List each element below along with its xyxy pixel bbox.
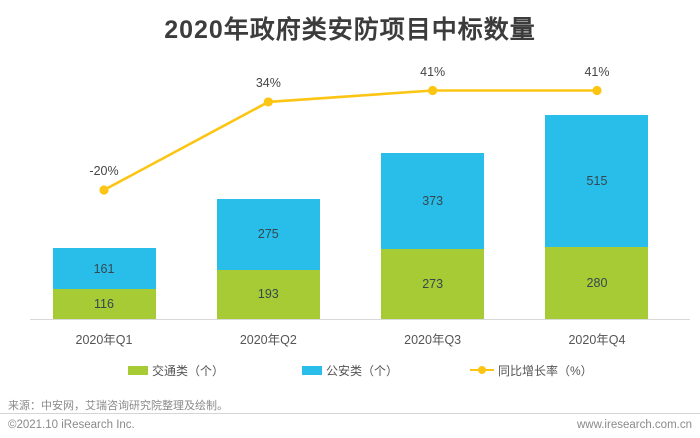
- footer-source-note: 来源：中安网，艾瑞咨询研究院整理及绘制。: [8, 400, 228, 412]
- legend: 交通类（个） 公安类（个） 同比增长率（%）: [0, 362, 700, 378]
- legend-label-growth: 同比增长率（%）: [498, 363, 593, 378]
- bar-segment-police: 515: [545, 115, 649, 248]
- bar-segment-traffic: 273: [381, 249, 485, 319]
- legend-item-growth: 同比增长率（%）: [470, 362, 593, 378]
- police-swatch-icon: [302, 365, 322, 375]
- legend-item-traffic: 交通类（个）: [128, 362, 224, 378]
- bar-segment-police: 161: [52, 248, 156, 290]
- x-axis-label: 2020年Q1: [75, 333, 133, 347]
- growth-point-label: 34%: [255, 75, 281, 90]
- growth-point-marker: [592, 85, 602, 96]
- x-axis-label: 2020年Q3: [404, 333, 462, 347]
- traffic-swatch-icon: [128, 365, 148, 375]
- growth-point-label: 41%: [420, 64, 446, 79]
- bar-segment-traffic: 280: [545, 247, 649, 319]
- bar-segment-traffic: 116: [52, 289, 156, 319]
- bar-segment-police: 275: [216, 199, 320, 270]
- footer-copyright: ©2021.10 iResearch Inc.: [8, 419, 135, 431]
- legend-label-police: 公安类（个）: [326, 363, 399, 378]
- growth-point-label: 41%: [584, 64, 610, 79]
- x-axis-line: [30, 319, 690, 320]
- chart-title: 2020年政府类安防项目中标数量: [164, 16, 536, 44]
- bar-segment-police: 373: [381, 153, 485, 250]
- footer-divider: [0, 413, 700, 414]
- x-axis-label: 2020年Q4: [568, 333, 626, 347]
- bar-segment-traffic: 193: [216, 269, 320, 319]
- growth-point-marker: [263, 97, 273, 107]
- legend-item-police: 公安类（个）: [302, 362, 398, 378]
- growth-point-marker: [428, 85, 438, 96]
- growth-point-label: -20%: [89, 164, 119, 178]
- footer-website-link: www.iresearch.com.cn: [576, 419, 692, 431]
- growth-point-marker: [99, 185, 109, 195]
- x-axis-label: 2020年Q2: [239, 333, 297, 347]
- legend-label-traffic: 交通类（个）: [152, 363, 225, 378]
- growth-line-marker-icon: [470, 366, 494, 375]
